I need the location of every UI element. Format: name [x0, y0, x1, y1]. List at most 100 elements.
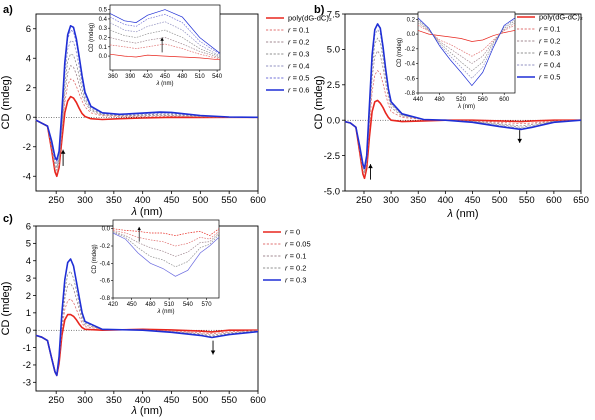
inset-x-tick-label-c: 570: [202, 302, 213, 308]
x-axis-label-unit-a: (nm): [137, 206, 163, 218]
legend-label-a-6: r = 0.6: [288, 86, 309, 95]
inset-frame-b: [417, 11, 516, 94]
inset-b: 440 480 520 560 600 -0.8 -0.6 -0.4 -0.2 0.0 0.2 λ (…: [397, 11, 516, 110]
y-tick-label-a: 6: [26, 24, 31, 35]
inset-series-line-c-3: [112, 231, 220, 268]
inset-series-line-b-5: [417, 17, 516, 87]
inset-x-axis-label-unit: (nm): [160, 309, 174, 315]
x-tick-label-c: 500: [192, 395, 208, 406]
inset-y-tick-label-c: 0.0: [102, 227, 111, 233]
series-line-b-2: [344, 50, 582, 173]
trend-arrow2-head-b: [517, 138, 522, 143]
inset-y-tick-label-c: -0.6: [100, 279, 111, 285]
legend-b: poly(dG-dC)₂r = 0.1r = 0.2r = 0.3r = 0.4…: [517, 13, 583, 82]
legend-label-b-4: r = 0.4: [539, 61, 560, 70]
inset-series-line-c-4: [112, 232, 220, 277]
inset-x-axis-label-a: λ (nm): [156, 81, 174, 87]
legend-label-value: = 0.2: [542, 37, 561, 46]
legend-label-value: = 0.5: [542, 73, 561, 82]
legend-label-c-3: r = 0.2: [285, 264, 306, 273]
inset-x-tick-label-c: 480: [145, 302, 156, 308]
legend-label-value: = 0.05: [288, 240, 311, 249]
y-tick-label-c: 2: [26, 291, 31, 302]
inset-x-tick-label-b: 560: [478, 97, 489, 103]
legend-label-b-5: r = 0.5: [539, 73, 560, 82]
trend-arrow-head-c: [210, 350, 216, 355]
inset-x-tick-label-b: 600: [499, 97, 510, 103]
inset-y-tick-label-b: -0.6: [405, 76, 416, 82]
legend-label-a-0: poly(dG-dC)₂: [288, 14, 332, 23]
inset-y-tick-label-a: 0.1: [99, 45, 108, 51]
legend-label-c-2: r = 0.1: [285, 252, 306, 261]
inset-x-tick-label-a: 450: [160, 74, 171, 80]
y-tick-label-c: -3: [23, 378, 31, 389]
legend-label-symbol: r: [288, 74, 291, 83]
x-tick-label-a: 550: [221, 195, 237, 206]
inset-x-tick-label-a: 480: [177, 74, 188, 80]
inset-x-tick-label-b: 480: [435, 97, 446, 103]
legend-label-value: = 0.3: [291, 50, 310, 59]
y-tick-label-b: -2.5: [324, 151, 340, 162]
inset-frame-c: [112, 219, 220, 299]
x-tick-label-a: 350: [106, 195, 122, 206]
y-tick-label-b: 0.0: [327, 116, 340, 127]
x-tick-label-a: 450: [164, 195, 180, 206]
inset-y-tick-label-a: 0.3: [99, 26, 108, 32]
y-tick-label-c: 4: [26, 256, 31, 267]
inset-y-tick-label-a: 0.4: [99, 17, 108, 23]
legend-label-symbol: r: [539, 61, 542, 70]
legend-label-value: = 0.2: [288, 264, 307, 273]
legend-label-a-1: r = 0.1: [288, 26, 309, 35]
x-tick-label-b: 500: [492, 195, 508, 206]
inset-series-line-c-0: [112, 228, 220, 237]
series-line-b-1: [344, 70, 582, 176]
inset-x-axis-label-symbol: λ: [457, 104, 461, 110]
inset-x-tick-label-c: 420: [108, 302, 119, 308]
x-tick-label-b: 400: [437, 195, 453, 206]
x-axis-label-unit-c: (nm): [137, 405, 163, 417]
x-tick-label-c: 400: [135, 395, 151, 406]
series-line-b-3: [344, 37, 582, 172]
legend-label-symbol: r: [539, 73, 542, 82]
legend-label-symbol: r: [285, 228, 288, 237]
legend-label-symbol: r: [288, 62, 291, 71]
inset-x-tick-label-a: 510: [195, 74, 206, 80]
y-tick-label-a: 4: [26, 54, 31, 65]
legend-label-a-2: r = 0.2: [288, 38, 309, 47]
inset-series-line-b-0: [417, 30, 516, 42]
x-axis-label-symbol-a: λ: [130, 206, 136, 218]
legend-label-value: = 0.5: [291, 74, 310, 83]
series-line-a-1: [35, 78, 258, 174]
legend-label-a-3: r = 0.3: [288, 50, 309, 59]
inset-x-axis-label-b: λ (nm): [457, 104, 475, 110]
y-axis-label-b: CD (mdeg): [313, 76, 325, 130]
legend-label-symbol: r: [285, 264, 288, 273]
series-line-a-6: [35, 25, 259, 161]
legend-label-a-4: r = 0.4: [288, 62, 309, 71]
inset-series-line-c-1: [112, 230, 220, 247]
y-tick-label-b: 2.5: [327, 80, 340, 91]
inset-series-line-a-4: [109, 21, 221, 57]
inset-y-tick-label-b: 0.0: [407, 32, 416, 38]
legend-label-value: = 0.1: [288, 252, 307, 261]
series-line-a-3: [35, 53, 258, 168]
inset-y-axis-label-c: CD (mdeg): [92, 244, 98, 273]
inset-y-tick-label-a: 0.0: [99, 54, 108, 60]
legend-label-symbol: r: [285, 276, 288, 285]
legend-label-value: = 0.2: [291, 38, 310, 47]
inset-x-axis-label-symbol: λ: [156, 81, 160, 87]
chart-panel-b: b) 250 300 350 400 450 500 550 600 650 -5.0 -2.5 0.0…: [313, 4, 589, 220]
legend-label-value: = 0.4: [542, 61, 561, 70]
inset-y-tick-label-a: 0.5: [99, 8, 108, 14]
legend-label-value: = 0.1: [542, 25, 561, 34]
inset-series-line-a-2: [109, 37, 221, 59]
x-tick-label-c: 250: [48, 395, 64, 406]
inset-x-axis-label-symbol: λ: [157, 309, 161, 315]
series-line-c-0: [35, 313, 258, 377]
legend-label-symbol: r: [288, 38, 291, 47]
inset-x-axis-label-c: λ (nm): [157, 309, 175, 315]
x-tick-label-a: 400: [135, 195, 151, 206]
x-axis-label-c: λ (nm): [130, 405, 162, 417]
legend-label-symbol: r: [539, 49, 542, 58]
